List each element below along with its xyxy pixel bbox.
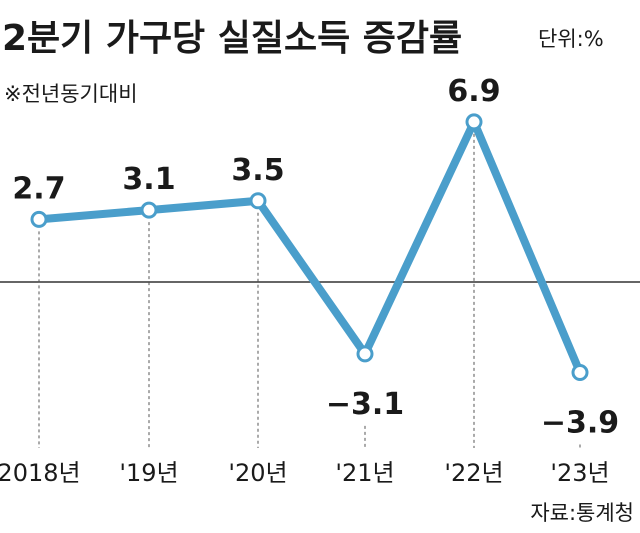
x-tick-label: '21년 bbox=[335, 459, 394, 487]
data-point bbox=[571, 363, 589, 381]
value-label: 3.1 bbox=[122, 162, 175, 197]
x-tick-label: '19년 bbox=[119, 459, 178, 487]
x-tick-label: '20년 bbox=[228, 459, 287, 487]
value-label: 6.9 bbox=[447, 74, 500, 109]
x-tick-label: '23년 bbox=[550, 459, 609, 487]
source-label: 자료:통계청 bbox=[530, 501, 634, 525]
data-point bbox=[249, 192, 267, 210]
x-tick-label: 2018년 bbox=[0, 459, 81, 487]
data-markers bbox=[30, 113, 589, 381]
value-label: −3.1 bbox=[326, 387, 404, 422]
chart-title: 2분기 가구당 실질소득 증감률 bbox=[2, 18, 462, 59]
series-line bbox=[35, 117, 584, 377]
data-point bbox=[140, 201, 158, 219]
chart-subtitle: ※전년동기대비 bbox=[4, 82, 138, 106]
x-tick-label: '22년 bbox=[444, 459, 503, 487]
value-label: −3.9 bbox=[541, 405, 619, 440]
unit-label: 단위:% bbox=[538, 27, 604, 51]
x-axis-ticks: 2018년 '19년 '20년 '21년 '22년 '23년 bbox=[0, 459, 610, 487]
data-point bbox=[30, 210, 48, 228]
data-point bbox=[356, 345, 374, 363]
value-labels: 2.7 3.1 3.5 −3.1 6.9 −3.9 bbox=[12, 74, 619, 441]
value-label: 2.7 bbox=[12, 171, 65, 206]
guide-lines bbox=[38, 133, 581, 448]
value-label: 3.5 bbox=[231, 153, 284, 188]
data-point bbox=[465, 113, 483, 131]
